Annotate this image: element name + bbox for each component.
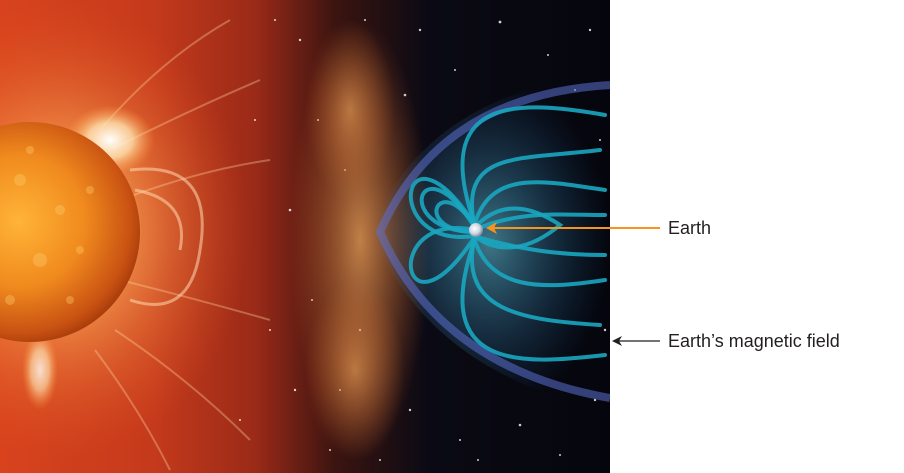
- earth: [469, 223, 483, 237]
- coronal-mass-ejection: [290, 20, 430, 460]
- prominence-loops: [129, 167, 204, 306]
- bow-shock: [375, 81, 610, 402]
- earth-label: Earth: [668, 218, 712, 238]
- magnetic-field-pointer-arrow: [612, 336, 660, 346]
- sun: [0, 122, 140, 342]
- magnetic-field-label: Earth’s magnetic field: [668, 331, 840, 351]
- sun-surface-texture: [5, 146, 94, 305]
- magnetic-field-lines: [408, 105, 607, 362]
- solar-flare-lower: [22, 330, 58, 410]
- illustration-panel: [0, 0, 610, 473]
- earth-pointer-arrow: [486, 222, 660, 234]
